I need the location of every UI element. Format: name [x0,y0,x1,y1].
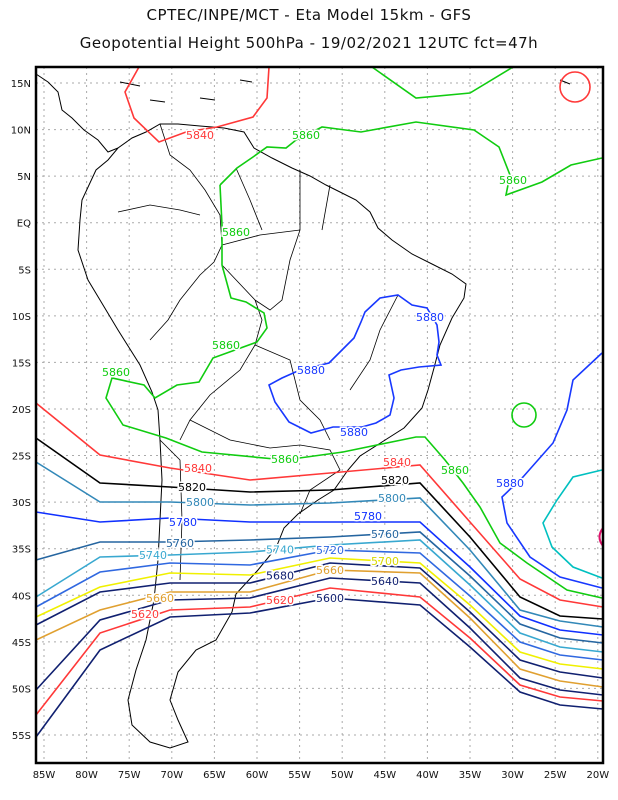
south-america-coastline [77,123,467,749]
contour-label-5880: 5880 [416,311,444,324]
contour-label-5860: 5860 [271,453,299,466]
lat-tick-label: 55S [12,731,31,742]
contour-labels: 5840 5860 5860 5860 5860 5860 5860 5860 5880 5880… [101,128,529,623]
contour-label-5740: 5740 [139,549,167,562]
lat-tick-label: 20S [12,405,31,416]
contour-label-5780: 5780 [169,516,197,529]
lon-tick-label: 80W [75,770,98,781]
lat-tick-label: EQ [17,219,31,230]
contour-label-5860: 5860 [102,366,130,379]
contour-5860-top [371,66,514,99]
latitude-axis: 15N 10N 5N EQ 5S 10S 15S 20S 25S 30S 35S 40S 45S 50S 5… [11,79,31,742]
lat-tick-label: 10N [11,126,31,137]
contour-5840-closed [559,71,591,103]
lon-tick-label: 50W [331,770,354,781]
title-line-2: Geopotential Height 500hPa - 19/02/2021 … [79,34,539,52]
map-frame [34,65,605,765]
lat-tick-label: 40S [12,591,31,602]
contour-label-5620: 5620 [131,608,159,621]
lat-tick-label: 10S [12,312,31,323]
contour-5620 [35,587,604,716]
lat-tick-label: 30S [12,498,31,509]
contour-label-5860: 5860 [499,174,527,187]
lon-tick-label: 40W [416,770,439,781]
lat-tick-label: 5S [18,265,31,276]
contour-label-5660: 5660 [146,592,174,605]
contour-label-5820: 5820 [178,481,206,494]
contour-5600 [35,597,604,738]
lon-tick-label: 60W [246,770,269,781]
contour-label-5860: 5860 [441,464,469,477]
contour-5840 [35,402,604,608]
contour-label-5840: 5840 [383,456,411,469]
contour-label-5800: 5800 [378,492,406,505]
contour-5860 [105,184,603,599]
contour-5860-north [219,121,603,197]
contour-label-5880: 5880 [297,364,325,377]
contour-label-5840: 5840 [184,462,212,475]
contour-label-5800: 5800 [186,496,214,509]
longitude-axis: 85W 80W 75W 70W 65W 60W 55W 50W 45W 40W 35W 30W 25W 2… [33,770,610,781]
contour-5640 [35,577,604,696]
contour-label-5700: 5700 [371,555,399,568]
contour-5760 [35,531,604,644]
contour-5720 [35,549,604,661]
contour-label-5620: 5620 [266,594,294,607]
lat-tick-label: 50S [12,684,31,695]
contour-5740 [35,539,604,653]
lon-tick-label: 20W [586,770,609,781]
lon-tick-label: 30W [501,770,524,781]
lat-tick-label: 15N [11,79,31,90]
contour-5880-brazil [268,294,443,434]
contour-label-5860: 5860 [292,129,320,142]
lon-tick-label: 45W [373,770,396,781]
contour-5660 [35,569,604,688]
contour-5840-north [124,66,270,143]
contour-label-5880: 5880 [340,426,368,439]
contour-label-5820: 5820 [381,474,409,487]
contour-label-5660: 5660 [316,564,344,577]
contour-5820 [35,437,604,620]
lon-tick-label: 65W [203,770,226,781]
contour-5860-closed [511,402,537,428]
contour-label-5760: 5760 [371,528,399,541]
contour-5800 [35,461,604,628]
lon-tick-label: 55W [288,770,311,781]
lon-tick-label: 70W [160,770,183,781]
lat-tick-label: 5N [17,172,31,183]
contour-label-5780: 5780 [354,510,382,523]
lon-tick-label: 75W [118,770,141,781]
contour-label-5640: 5640 [371,575,399,588]
title-line-1: CPTEC/INPE/MCT - Eta Model 15km - GFS [146,6,472,24]
contour-label-5760: 5760 [166,537,194,550]
contour-label-5840: 5840 [186,129,214,142]
lon-tick-label: 85W [33,770,56,781]
central-america-coastline [35,73,119,153]
lon-tick-label: 35W [459,770,482,781]
contour-5880-atlantic [501,352,603,589]
contour-5900 [542,469,603,579]
contour-label-5880: 5880 [496,477,524,490]
contour-lines [35,66,604,738]
contour-5700 [35,557,604,670]
lon-tick-label: 25W [544,770,567,781]
contour-5680 [35,562,604,679]
lat-tick-label: 25S [12,452,31,463]
lat-tick-label: 15S [12,358,31,369]
contour-label-5860: 5860 [222,226,250,239]
contour-label-5680: 5680 [266,570,294,583]
contour-label-5600: 5600 [316,592,344,605]
lat-tick-label: 35S [12,545,31,556]
contour-label-5740: 5740 [266,543,294,556]
contour-label-5860: 5860 [212,339,240,352]
contour-5780 [35,511,604,636]
contour-label-5720: 5720 [316,544,344,557]
lat-tick-label: 45S [12,638,31,649]
